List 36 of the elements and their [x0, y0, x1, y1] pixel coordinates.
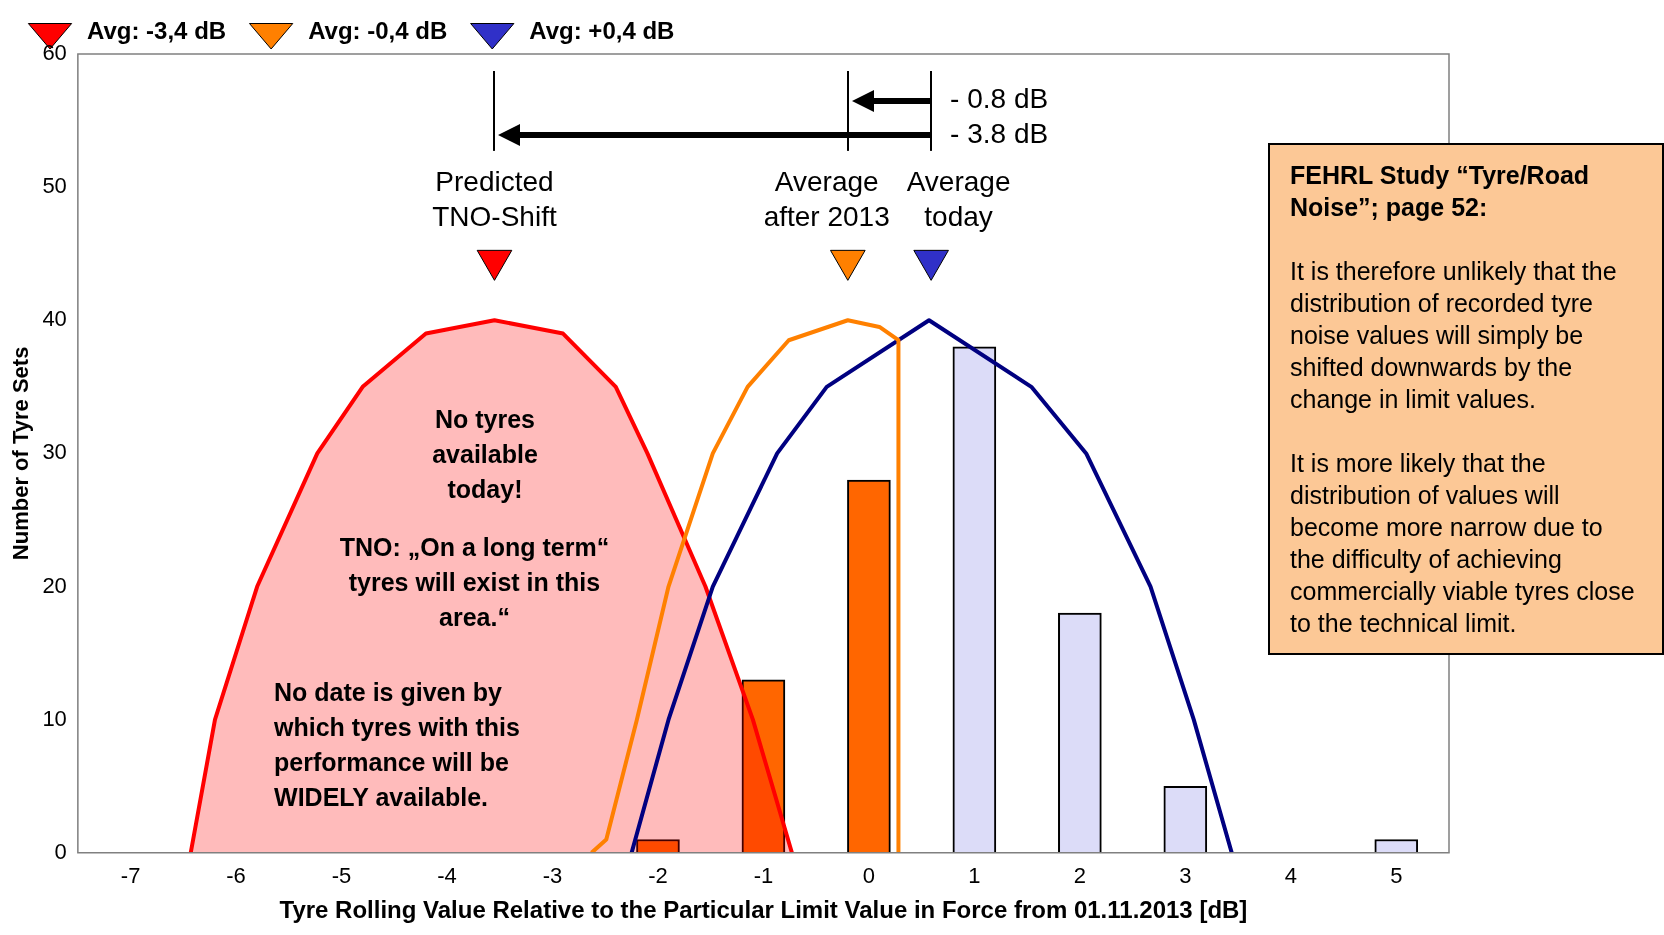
x-axis-title: Tyre Rolling Value Relative to the Particular Limit Value in Force from 01.11.2013 [dB]	[279, 896, 1248, 924]
x-tick-label: 2	[1073, 863, 1086, 889]
annotation: No tyres available today!	[432, 404, 538, 503]
x-tick-label: -3	[542, 863, 563, 889]
y-tick-label: 50	[42, 173, 67, 199]
y-tick-label: 0	[54, 838, 67, 864]
x-tick-label: 1	[968, 863, 981, 889]
y-tick-label: 30	[42, 439, 67, 465]
annotation: No date is given by which tyres with this performance will be WIDELY available.	[273, 677, 520, 811]
annotation: FEHRL Study “Tyre/Road Noise”; page 52:	[1290, 160, 1591, 223]
annotation: Average today	[906, 165, 1011, 232]
x-tick-label: -5	[331, 863, 352, 889]
legend-label: Avg: -3,4 dB	[87, 16, 227, 44]
x-tick-label: -2	[648, 863, 668, 889]
y-tick-label: 10	[42, 705, 67, 731]
annotation: Average after 2013	[763, 165, 890, 232]
annotation: TNO: „On a long term“ tyres will exist in this area.“	[339, 532, 610, 631]
x-tick-label: -4	[437, 863, 457, 889]
annotation: It is therefore unlikely that the distribution of recorded tyre noise values will simply be shifted downwards by the change in limit values.	[1290, 256, 1618, 415]
legend-label: Avg: -0,4 dB	[308, 16, 448, 44]
annotation: - 0.8 dB	[950, 83, 1049, 115]
annotation: - 3.8 dB	[950, 117, 1049, 149]
x-tick-label: 0	[862, 863, 876, 889]
annotation: Predicted TNO-Shift	[432, 165, 557, 232]
x-tick-label: -6	[226, 863, 246, 889]
x-tick-label: 4	[1284, 863, 1297, 889]
x-tick-label: 5	[1390, 863, 1403, 889]
x-tick-label: 3	[1179, 863, 1192, 889]
y-tick-label: 20	[42, 572, 67, 598]
y-tick-label: 60	[42, 40, 67, 66]
x-tick-label: -1	[753, 863, 774, 889]
y-axis-title: Number of Tyre Sets	[8, 346, 34, 561]
legend-label: Avg: +0,4 dB	[529, 16, 675, 44]
x-tick-label: -7	[120, 863, 141, 889]
annotation: It is more likely that the distribution of values will become more narrow due to the difficulty of achieving commercially viable tyres close to the technical limit.	[1290, 448, 1636, 639]
y-tick-label: 40	[42, 306, 67, 332]
